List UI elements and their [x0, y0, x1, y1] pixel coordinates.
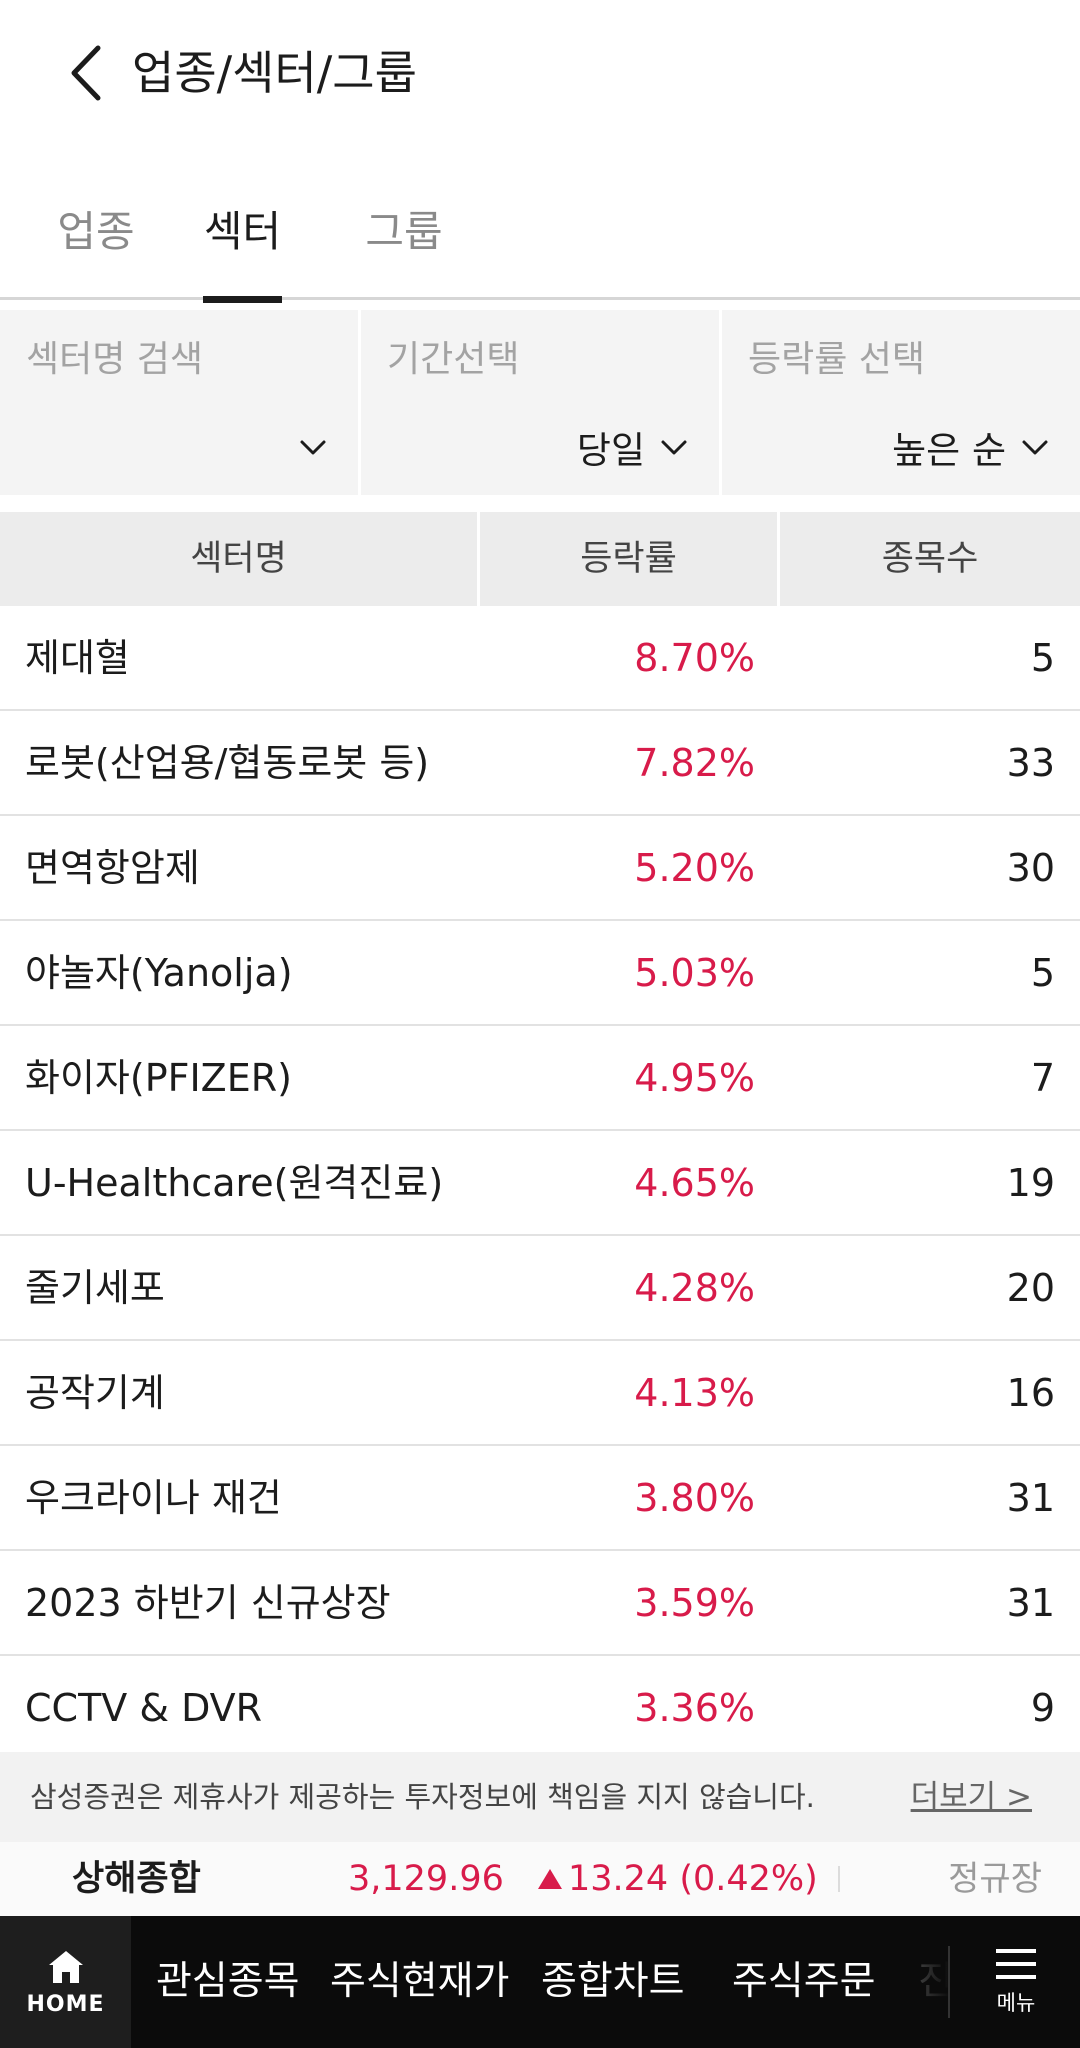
period-value: 당일: [576, 429, 645, 472]
table-header: 섹터명 등락률 종목수: [0, 512, 1080, 606]
sector-name: CCTV & DVR: [25, 1686, 263, 1730]
table-row[interactable]: 화이자(PFIZER) 4.95% 7: [0, 1026, 1080, 1131]
bottom-nav: HOME 관심종목 주식현재가 종합차트 주식주문 진 메뉴: [0, 1916, 1080, 2048]
sector-name: 제대혈: [25, 636, 130, 680]
index-value: 3,129.96: [348, 1859, 504, 1899]
sector-count: 31: [1006, 1476, 1055, 1520]
menu-label: 메뉴: [996, 1991, 1036, 2015]
sector-rate: 5.03%: [634, 951, 755, 995]
nav-stock-price[interactable]: 주식현재가: [330, 1959, 510, 2004]
page-title: 업종/섹터/그룹: [132, 46, 417, 100]
tab-sector[interactable]: 섹터: [203, 190, 282, 303]
sector-rate: 7.82%: [634, 741, 755, 785]
header: 업종/섹터/그룹: [0, 0, 1080, 145]
sector-name: 2023 하반기 신규상장: [25, 1581, 391, 1625]
rate-select[interactable]: 높은 순: [892, 422, 1050, 472]
sector-name: 우크라이나 재건: [25, 1476, 282, 1520]
table-row[interactable]: CCTV & DVR 3.36% 9: [0, 1656, 1080, 1752]
table-row[interactable]: 줄기세포 4.28% 20: [0, 1236, 1080, 1341]
tab-group[interactable]: 그룹: [365, 207, 443, 256]
column-header-rate: 등락률: [480, 512, 777, 606]
table-row[interactable]: U-Healthcare(원격진료) 4.65% 19: [0, 1131, 1080, 1236]
sector-count: 5: [1030, 636, 1055, 680]
sector-rate: 3.36%: [634, 1686, 755, 1730]
rate-value: 높은 순: [892, 429, 1006, 472]
sector-name: 면역항암제: [25, 846, 200, 890]
column-header-count: 종목수: [780, 512, 1080, 606]
market-status: 정규장: [948, 1859, 1042, 1899]
disclaimer-text: 삼성증권은 제휴사가 제공하는 투자정보에 책임을 지지 않습니다.: [30, 1780, 815, 1814]
chevron-down-icon: [661, 440, 687, 455]
sector-count: 30: [1006, 846, 1055, 890]
sector-count: 9: [1030, 1686, 1055, 1730]
table-row[interactable]: 제대혈 8.70% 5: [0, 606, 1080, 711]
more-link[interactable]: 더보기 >: [910, 1779, 1032, 1815]
sector-search-value[interactable]: [284, 422, 328, 472]
sector-name: 로봇(산업용/협동로봇 등): [25, 741, 430, 785]
divider: [838, 1866, 840, 1892]
sector-name: 줄기세포: [25, 1266, 165, 1310]
hamburger-icon: [996, 1949, 1036, 1979]
chevron-down-icon: [1022, 440, 1048, 455]
column-header-sector-name: 섹터명: [0, 512, 477, 606]
table-row[interactable]: 우크라이나 재건 3.80% 31: [0, 1446, 1080, 1551]
table-row[interactable]: 야놀자(Yanolja) 5.03% 5: [0, 921, 1080, 1026]
home-button[interactable]: HOME: [0, 1916, 131, 2048]
sector-name: 야놀자(Yanolja): [25, 951, 293, 995]
nav-chart[interactable]: 종합차트: [541, 1959, 685, 2004]
sector-rate: 8.70%: [634, 636, 755, 680]
rate-label: 등락률 선택: [748, 339, 926, 380]
table-row[interactable]: 공작기계 4.13% 16: [0, 1341, 1080, 1446]
home-label: HOME: [26, 1991, 105, 2017]
sector-search-label: 섹터명 검색: [26, 339, 204, 380]
sector-count: 19: [1006, 1161, 1055, 1205]
period-filter[interactable]: 기간선택 당일: [361, 310, 719, 495]
sector-count: 31: [1006, 1581, 1055, 1625]
sector-rate: 4.65%: [634, 1161, 755, 1205]
sector-count: 7: [1030, 1056, 1055, 1100]
sector-count: 33: [1006, 741, 1055, 785]
nav-fade: [910, 1916, 950, 2048]
nav-watchlist[interactable]: 관심종목: [156, 1959, 300, 2004]
up-arrow-icon: [538, 1869, 562, 1889]
menu-button[interactable]: 메뉴: [952, 1916, 1080, 2048]
index-name: 상해종합: [72, 1859, 201, 1899]
filter-bar: 섹터명 검색 기간선택 당일 등락률 선택 높은 순: [0, 310, 1080, 495]
sector-count: 20: [1006, 1266, 1055, 1310]
sector-search-filter[interactable]: 섹터명 검색: [0, 310, 358, 495]
home-icon: [48, 1950, 83, 1983]
rate-filter[interactable]: 등락률 선택 높은 순: [722, 310, 1080, 495]
chevron-left-icon: [71, 45, 101, 101]
table-row[interactable]: 로봇(산업용/협동로봇 등) 7.82% 33: [0, 711, 1080, 816]
tab-industry[interactable]: 업종: [57, 207, 135, 256]
table-row[interactable]: 면역항암제 5.20% 30: [0, 816, 1080, 921]
sector-rate: 5.20%: [634, 846, 755, 890]
index-ticker[interactable]: 상해종합 3,129.96 13.24 (0.42%) 정규장: [0, 1842, 1080, 1916]
sector-name: U-Healthcare(원격진료): [25, 1161, 444, 1205]
index-change: 13.24 (0.42%): [538, 1842, 818, 1916]
sector-rate: 3.80%: [634, 1476, 755, 1520]
sector-rate: 3.59%: [634, 1581, 755, 1625]
sector-count: 16: [1006, 1371, 1055, 1415]
disclaimer-bar: 삼성증권은 제휴사가 제공하는 투자정보에 책임을 지지 않습니다. 더보기 >: [0, 1752, 1080, 1842]
tab-bar: 업종 섹터 그룹: [0, 190, 1080, 303]
period-select[interactable]: 당일: [577, 422, 689, 472]
period-label: 기간선택: [387, 339, 520, 380]
sector-rate: 4.13%: [634, 1371, 755, 1415]
sector-rate: 4.28%: [634, 1266, 755, 1310]
table-row[interactable]: 2023 하반기 신규상장 3.59% 31: [0, 1551, 1080, 1656]
nav-order[interactable]: 주식주문: [732, 1959, 876, 2004]
nav-divider: [948, 1946, 950, 2018]
sector-name: 공작기계: [25, 1371, 165, 1415]
index-change-value: 13.24 (0.42%): [568, 1859, 818, 1899]
chevron-down-icon: [300, 440, 326, 455]
sector-rate: 4.95%: [634, 1056, 755, 1100]
sector-name: 화이자(PFIZER): [25, 1056, 292, 1100]
back-button[interactable]: [58, 38, 114, 108]
sector-count: 5: [1030, 951, 1055, 995]
sector-table: 제대혈 8.70% 5 로봇(산업용/협동로봇 등) 7.82% 33 면역항암…: [0, 606, 1080, 1752]
